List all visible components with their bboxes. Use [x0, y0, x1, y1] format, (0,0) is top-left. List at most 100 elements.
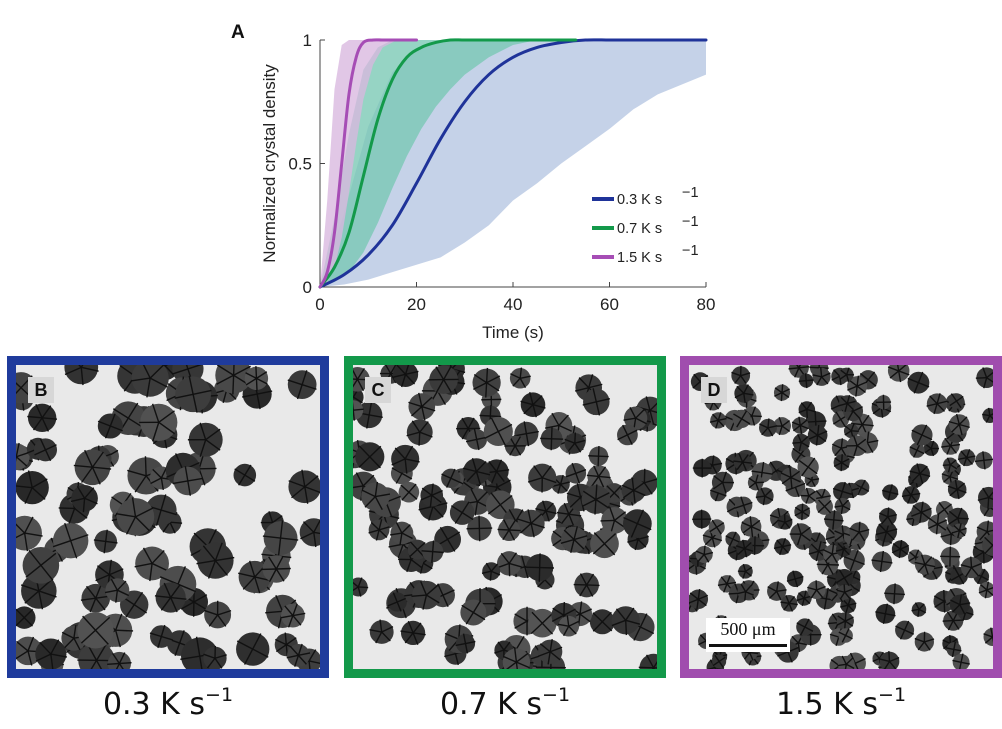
grain-arm	[544, 579, 553, 588]
grain-arm	[986, 587, 993, 591]
grain-arm	[391, 467, 403, 475]
grain-arm	[631, 477, 635, 491]
grain-arm	[834, 457, 843, 464]
grain-arm	[381, 625, 394, 633]
grain-arm	[95, 583, 103, 599]
caption-exp-d: −1	[878, 684, 907, 706]
grain-arm	[849, 560, 855, 572]
dendrite-grain	[773, 538, 792, 556]
dendrite-grain	[832, 481, 852, 501]
dendrite-grain	[187, 422, 223, 457]
grain-arm	[461, 501, 470, 513]
grain-arm	[697, 588, 701, 600]
grain-arm	[547, 651, 551, 665]
grain-arm	[942, 464, 951, 467]
grain-arm	[542, 500, 547, 512]
grain-arm	[95, 616, 111, 631]
grain-arm	[988, 491, 993, 498]
grain-arm	[986, 581, 990, 591]
grain-arm	[811, 478, 820, 481]
grain-arm	[116, 580, 127, 591]
grain-arm	[760, 487, 766, 497]
grain-arm	[508, 529, 516, 541]
grain-arm	[846, 402, 854, 411]
grain-arm	[943, 476, 951, 483]
grain-arm	[908, 556, 916, 562]
grain-arm	[833, 665, 840, 669]
grain-arm	[901, 494, 912, 498]
grain-arm	[829, 633, 839, 638]
grain-arm	[506, 661, 517, 669]
grain-arm	[764, 495, 774, 501]
dendrite-grain	[734, 496, 753, 515]
dendrite-grain	[891, 539, 910, 559]
dendrite-grain	[692, 458, 712, 478]
grain-arm	[185, 365, 189, 370]
grain-arm	[356, 378, 365, 392]
grain-arm	[262, 535, 281, 539]
grain-arm	[275, 595, 284, 612]
dendrite-grain	[472, 367, 501, 398]
grain-arm	[808, 428, 819, 436]
grain-arm	[275, 568, 285, 582]
grain-arm	[745, 584, 752, 593]
grain-arm	[938, 502, 945, 510]
grain-arm	[987, 529, 993, 533]
dendrite-grain	[406, 419, 433, 446]
grain-arm	[632, 490, 636, 504]
grain-body	[983, 627, 993, 647]
grain-arm	[217, 609, 232, 616]
grain-arm	[134, 562, 153, 568]
grain-arm	[502, 655, 517, 663]
grain-arm	[625, 607, 635, 621]
grain-arm	[955, 400, 962, 409]
grain-arm	[867, 439, 879, 444]
grain-arm	[408, 401, 423, 408]
grain-arm	[819, 367, 823, 377]
grain-arm	[956, 395, 964, 402]
grain-arm	[800, 435, 809, 443]
grain-arm	[904, 629, 915, 635]
grain-arm	[804, 626, 814, 632]
grain-arm	[717, 412, 722, 421]
grain-arm	[740, 375, 747, 385]
grain-arm	[866, 442, 874, 453]
grain-arm	[454, 653, 459, 666]
grain-arm	[749, 516, 753, 527]
grain-arm	[490, 492, 501, 506]
grain-arm	[285, 637, 297, 646]
grain-arm	[292, 615, 302, 626]
dendrite-grain	[369, 619, 394, 644]
grain-arm	[823, 549, 833, 555]
grain-arm	[205, 439, 221, 451]
grain-arm	[845, 634, 853, 640]
chart-panel-a: 0 20 40 60 80 0 0.5 1 Time (s) Normalized crystal…	[0, 0, 1002, 355]
grain-arm	[697, 598, 707, 607]
dendrite-grain	[895, 620, 915, 640]
dendrite-grain	[835, 568, 854, 587]
grain-arm	[419, 562, 424, 574]
panel-letter-b: B	[28, 377, 54, 403]
grain-arm	[404, 458, 408, 474]
grain-arm	[984, 636, 993, 644]
grain-arm	[133, 604, 148, 614]
grain-arm	[800, 441, 810, 448]
grain-arm	[188, 375, 194, 395]
dendrite-grain	[460, 599, 487, 626]
grain-arm	[177, 583, 197, 593]
grain-arm	[233, 365, 251, 376]
grain-arm	[930, 440, 935, 449]
grain-arm	[980, 575, 989, 581]
grain-arm	[914, 637, 925, 643]
grain-arm	[621, 484, 634, 491]
grain-arm	[169, 521, 176, 534]
grain-arm	[542, 477, 557, 484]
dendrite-grain	[876, 394, 892, 410]
grain-arm	[794, 486, 800, 498]
grain-arm	[816, 376, 823, 386]
grain-arm	[24, 487, 33, 504]
grain-arm	[971, 562, 983, 569]
grain-arm	[358, 456, 371, 468]
grain-arm	[744, 591, 747, 601]
grain-arm	[987, 497, 990, 509]
